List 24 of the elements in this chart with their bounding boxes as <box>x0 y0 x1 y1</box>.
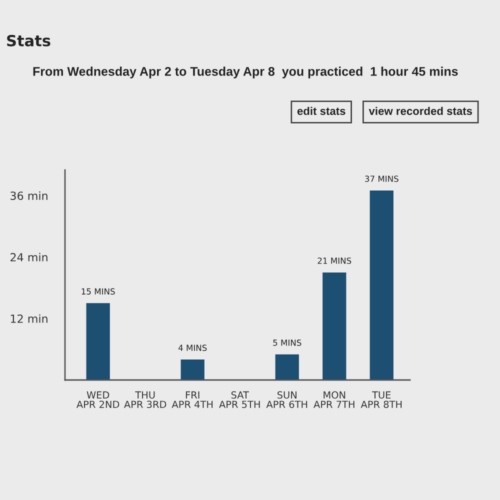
data-label: 15 MINS <box>82 288 115 295</box>
data-label: 4 MINS <box>178 344 207 351</box>
bar <box>275 354 299 380</box>
data-label: 5 MINS <box>273 340 302 346</box>
x-tick-label: SUN APR 6TH <box>266 391 308 408</box>
x-tick-label: MON APR 7TH <box>314 391 354 408</box>
x-tick-label: TUE APR 8TH <box>360 391 402 408</box>
x-tick-label: WED APR 2ND <box>76 391 120 408</box>
x-tick-label: SAT APR 5TH <box>219 391 260 408</box>
bar <box>322 272 346 380</box>
text: edit stats <box>297 106 346 115</box>
data-label: 37 MINS <box>365 176 398 182</box>
y-tick-label: 24 min <box>10 252 48 262</box>
x-tick-label: THU APR 3RD <box>124 391 166 408</box>
bar <box>370 190 394 380</box>
y-tick-label: 12 min <box>10 314 48 323</box>
data-label: 21 MINS <box>318 258 352 264</box>
text: Stats <box>7 34 50 46</box>
y-tick-label: 36 min <box>10 191 48 200</box>
bar <box>86 303 110 380</box>
x-tick-label: FRI APR 4TH <box>172 391 213 408</box>
chart-title: From Wednesday Apr 2 to Tuesday Apr 8 you practiced 1 hour 45 mins <box>33 66 458 78</box>
bar <box>180 360 204 380</box>
text: view recorded stats <box>368 106 472 115</box>
